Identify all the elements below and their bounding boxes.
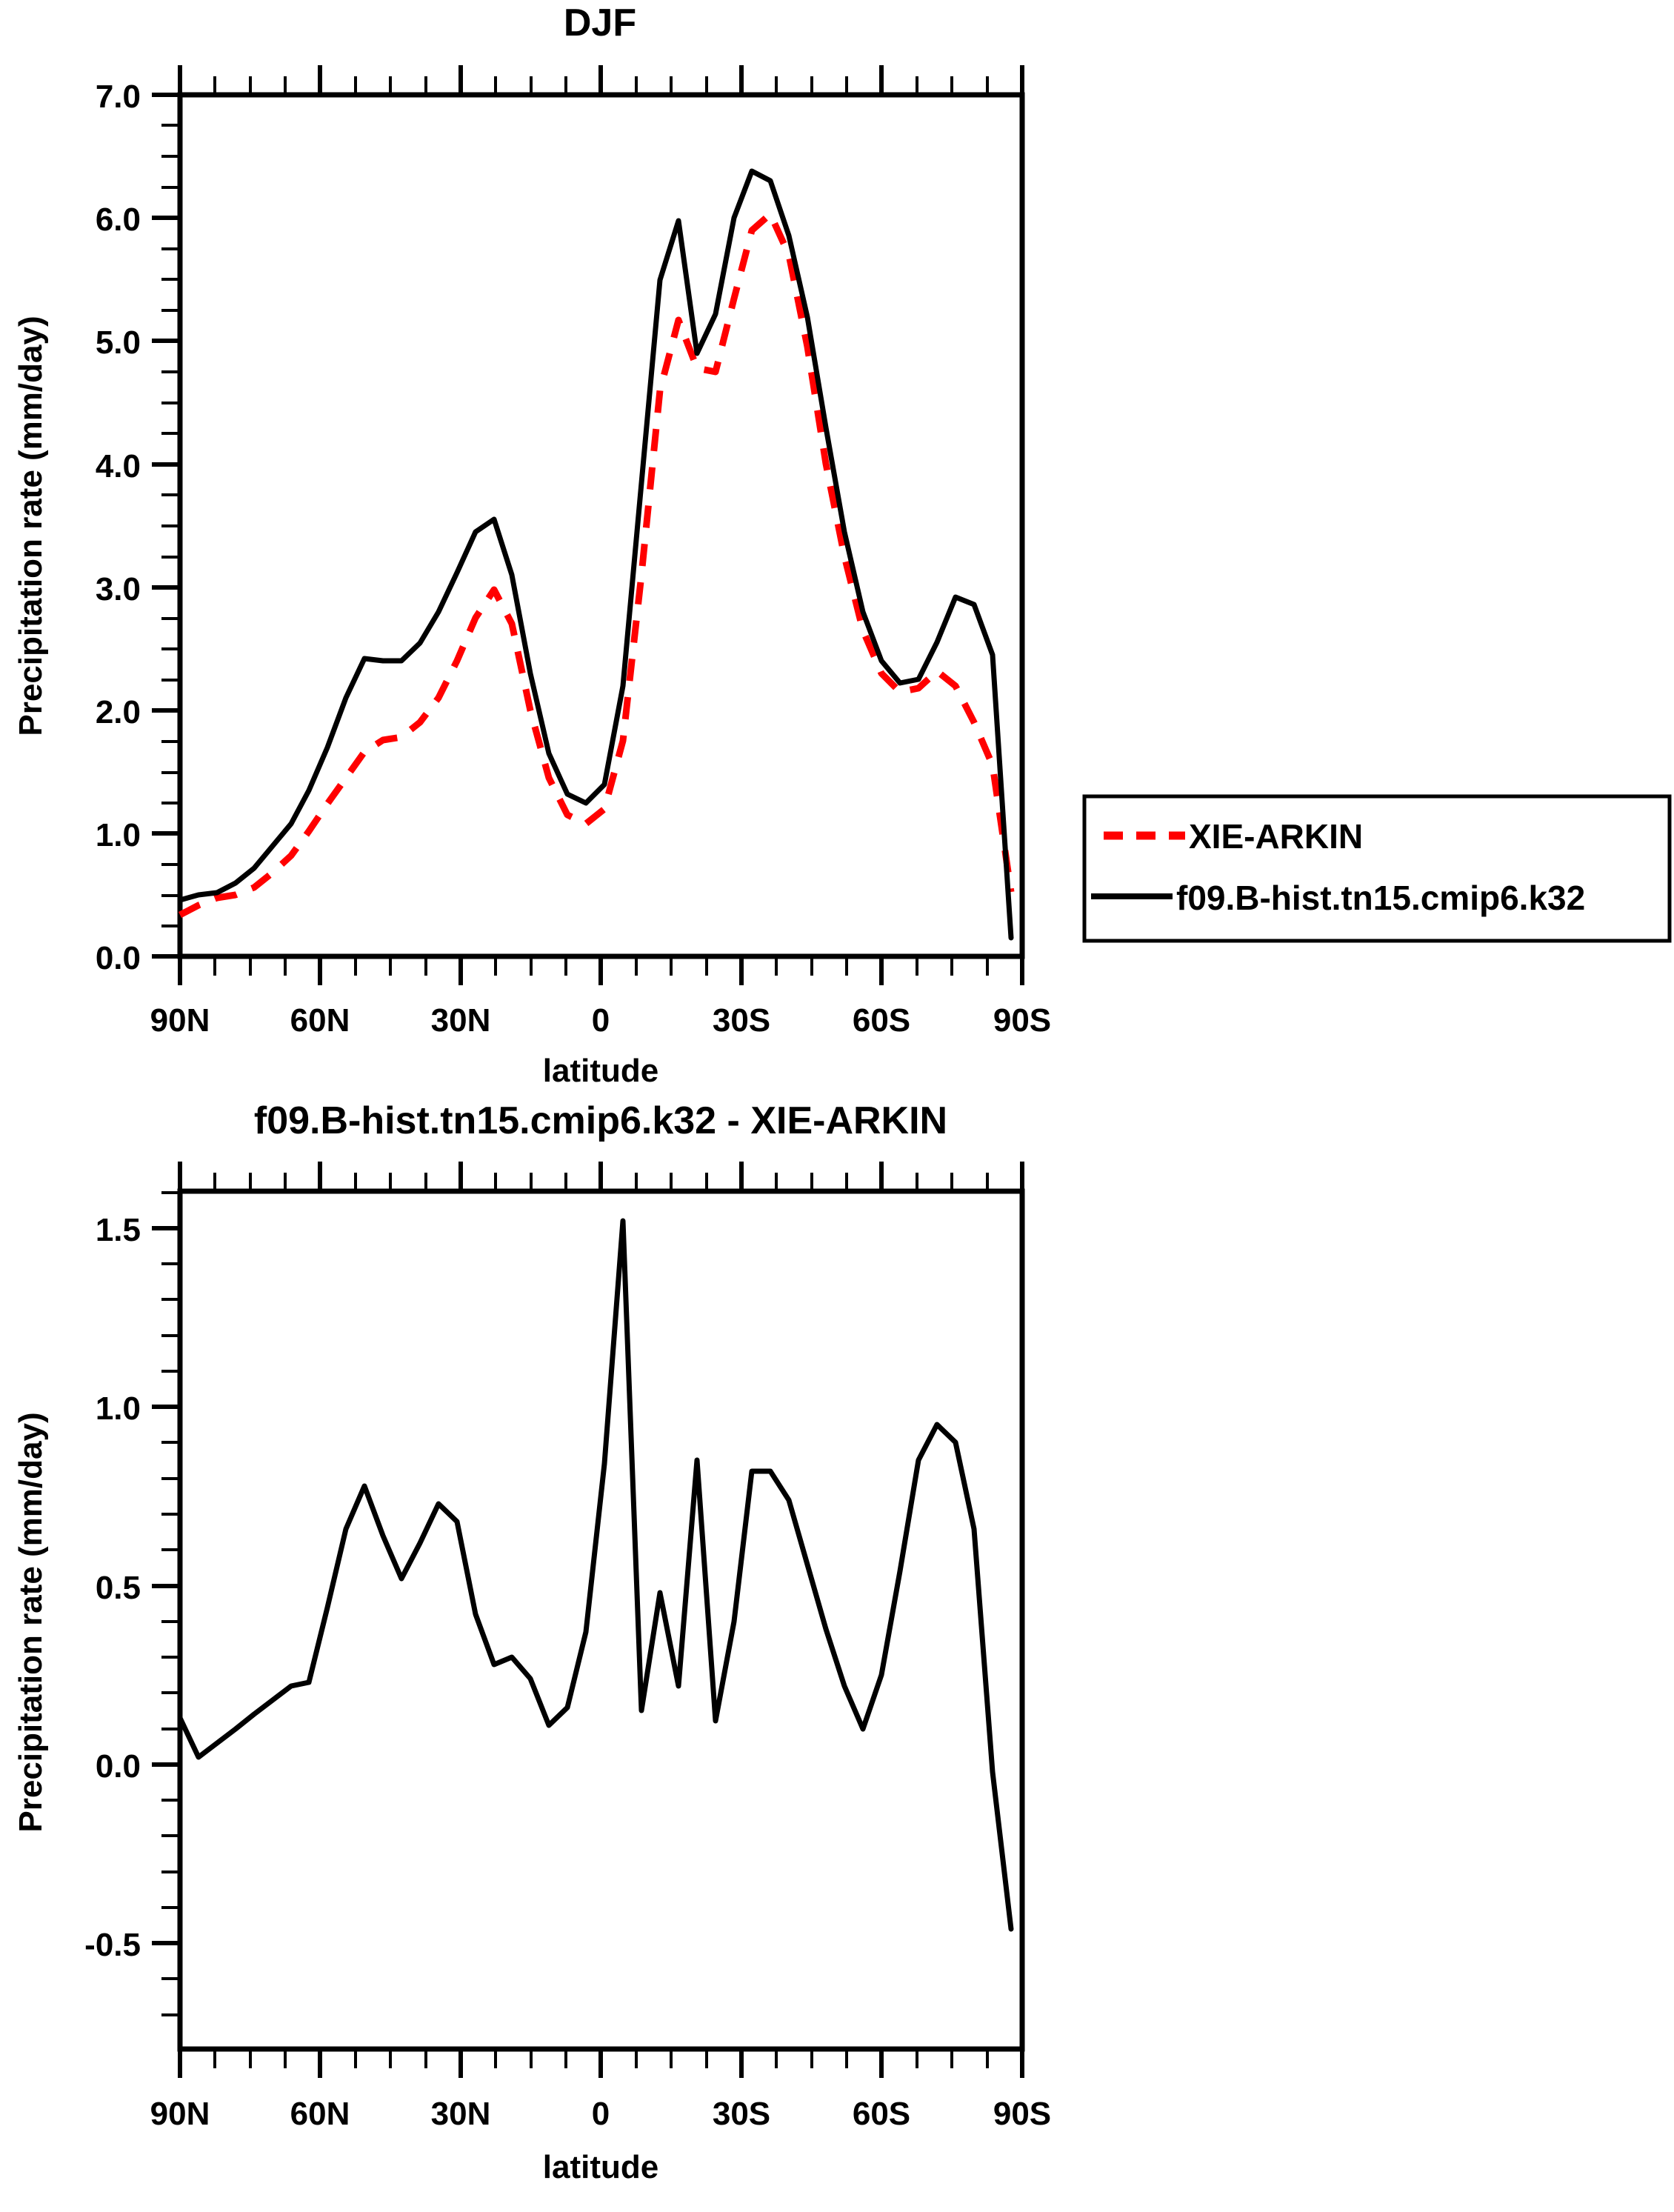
bottom-panel: f09.B-hist.tn15.cmip6.k32 - XIE-ARKIN — [13, 1099, 1051, 2185]
top-ytick-label-7: 7.0 — [96, 79, 141, 115]
top-xtick-label-6: 90S — [993, 1002, 1051, 1039]
legend-box — [1082, 794, 1672, 943]
series-f09-bhist — [177, 168, 1014, 941]
legend: XIE-ARKIN f09.B-hist.tn15.cmip6.k32 — [1082, 794, 1672, 943]
bottom-ytick-label-2: 0.5 — [96, 1570, 141, 1606]
top-panel-axes — [177, 92, 1025, 959]
top-xtick-label-0: 90N — [150, 1002, 210, 1039]
series-xie-arkin — [178, 210, 1015, 918]
series-difference — [177, 1218, 1014, 1932]
top-panel-y-ticks: 7.0 6.0 5.0 4.0 3.0 2.0 1.0 0.0 — [96, 79, 180, 976]
bottom-ytick-label-3: 1.0 — [96, 1390, 141, 1427]
bottom-panel-x-axis-title: latitude — [543, 2149, 658, 2185]
bottom-xtick-label-4: 30S — [713, 2096, 770, 2132]
bottom-panel-axes — [177, 1188, 1025, 2052]
bottom-ytick-label-1: 0.0 — [96, 1748, 141, 1785]
top-xtick-label-3: 0 — [592, 1002, 610, 1039]
bottom-panel-x-ticks — [178, 2049, 1024, 2078]
legend-label-f09-bhist: f09.B-hist.tn15.cmip6.k32 — [1176, 879, 1585, 917]
bottom-xtick-label-2: 30N — [431, 2096, 491, 2132]
bottom-ytick-label-0: -0.5 — [84, 1927, 141, 1963]
legend-label-xie-arkin: XIE-ARKIN — [1189, 817, 1363, 856]
bottom-panel-title: f09.B-hist.tn15.cmip6.k32 - XIE-ARKIN — [254, 1099, 947, 1142]
bottom-panel-y-axis-title: Precipitation rate (mm/day) — [13, 1412, 49, 1832]
top-panel-x-ticks-upper — [178, 65, 1024, 95]
top-panel-y-axis-title: Precipitation rate (mm/day) — [13, 316, 49, 736]
top-ytick-label-0: 0.0 — [96, 940, 141, 976]
top-ytick-label-5: 5.0 — [96, 324, 141, 361]
bottom-panel-y-ticks: 1.5 1.0 0.5 0.0 -0.5 — [84, 1191, 180, 2016]
bottom-xtick-label-3: 0 — [592, 2096, 610, 2132]
top-ytick-label-3: 3.0 — [96, 571, 141, 607]
top-panel-x-axis-title: latitude — [543, 1053, 658, 1089]
top-xtick-label-4: 30S — [713, 1002, 770, 1039]
top-ytick-label-2: 2.0 — [96, 694, 141, 730]
top-xtick-label-1: 60N — [290, 1002, 350, 1039]
top-panel-x-tick-labels: 90N 60N 30N 0 30S 60S 90S — [150, 1002, 1052, 1039]
top-panel-x-ticks — [178, 956, 1024, 985]
bottom-ytick-label-4: 1.5 — [96, 1212, 141, 1248]
bottom-panel-x-tick-labels: 90N 60N 30N 0 30S 60S 90S — [150, 2096, 1052, 2132]
bottom-xtick-label-1: 60N — [290, 2096, 350, 2132]
bottom-xtick-label-6: 90S — [993, 2096, 1051, 2132]
bottom-panel-x-ticks-upper — [178, 1162, 1024, 1191]
top-xtick-label-5: 60S — [853, 1002, 910, 1039]
top-panel: DJF — [13, 1, 1051, 1089]
top-ytick-label-4: 4.0 — [96, 448, 141, 484]
top-xtick-label-2: 30N — [431, 1002, 491, 1039]
top-panel-title: DJF — [564, 1, 636, 44]
bottom-xtick-label-0: 90N — [150, 2096, 210, 2132]
bottom-xtick-label-5: 60S — [853, 2096, 910, 2132]
top-ytick-label-6: 6.0 — [96, 201, 141, 238]
top-ytick-label-1: 1.0 — [96, 817, 141, 853]
